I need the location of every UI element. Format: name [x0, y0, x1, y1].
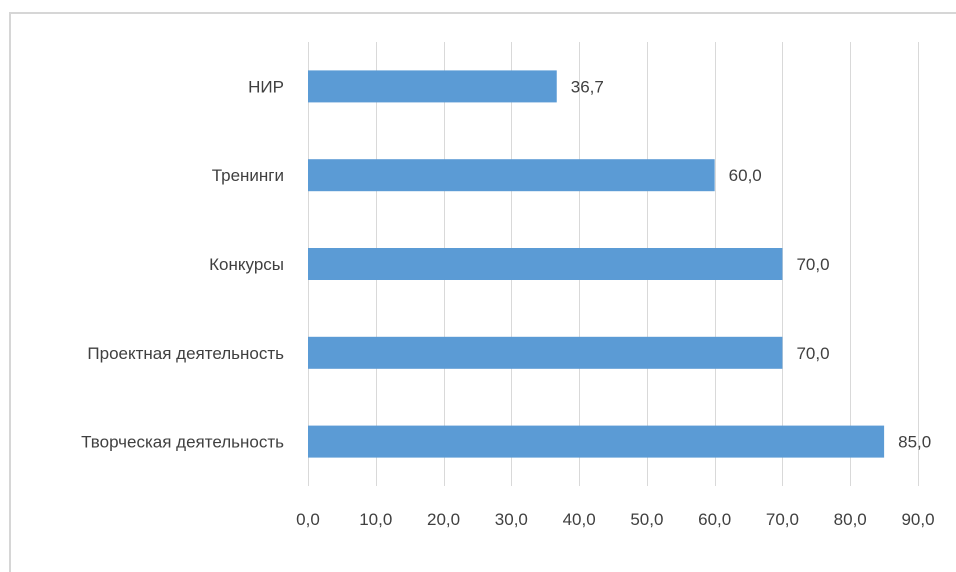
data-label-4: 85,0 [898, 433, 931, 452]
tick-label-1: 10,0 [359, 510, 392, 529]
category-label-4: Творческая деятельность [81, 433, 284, 452]
category-labels: НИР Тренинги Конкурсы Проектная деятельност… [81, 77, 284, 451]
tick-label-7: 70,0 [766, 510, 799, 529]
tick-label-9: 90,0 [901, 510, 934, 529]
chart-frame [9, 12, 956, 572]
tick-label-0: 0,0 [296, 510, 320, 529]
data-label-2: 70,0 [796, 255, 829, 274]
data-labels: 36,7 60,0 70,0 70,0 85,0 [571, 77, 931, 451]
data-label-0: 36,7 [571, 77, 604, 96]
bar-2 [308, 248, 783, 280]
data-label-1: 60,0 [729, 166, 762, 185]
bar-1 [308, 159, 715, 192]
bar-chart: НИР Тренинги Конкурсы Проектная деятельност… [81, 42, 935, 529]
tick-label-8: 80,0 [834, 510, 867, 529]
category-label-0: НИР [248, 77, 284, 96]
tick-label-3: 30,0 [495, 510, 528, 529]
category-label-1: Тренинги [212, 166, 284, 185]
x-axis-tick-labels: 0,0 10,0 20,0 30,0 40,0 50,0 60,0 70,0 80,0 90,0 [296, 510, 934, 529]
category-label-2: Конкурсы [209, 255, 284, 274]
tick-label-5: 50,0 [630, 510, 663, 529]
bar-4 [308, 425, 885, 458]
bar-0 [308, 70, 557, 103]
tick-label-6: 60,0 [698, 510, 731, 529]
tick-label-4: 40,0 [563, 510, 596, 529]
bar-3 [308, 336, 783, 369]
tick-label-2: 20,0 [427, 510, 460, 529]
category-label-3: Проектная деятельность [87, 344, 284, 363]
data-label-3: 70,0 [796, 344, 829, 363]
bars [308, 70, 885, 458]
